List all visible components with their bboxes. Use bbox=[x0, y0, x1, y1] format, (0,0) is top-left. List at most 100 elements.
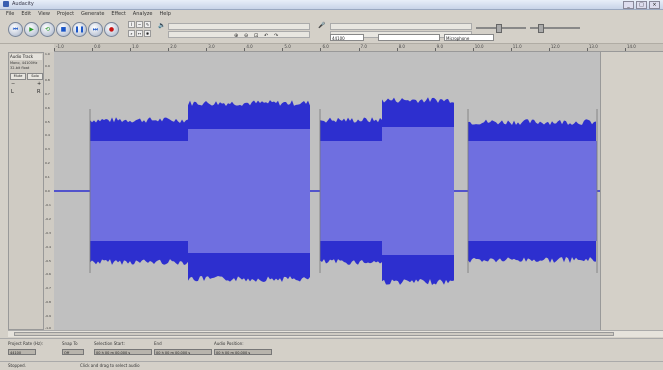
snap-to-select[interactable]: Off bbox=[62, 349, 84, 355]
loop-play-button[interactable]: ⟲ bbox=[40, 22, 55, 37]
ruler-tick-mark bbox=[206, 48, 208, 51]
ruler-tick-label: 9.0 bbox=[436, 44, 443, 49]
ruler-tick-mark bbox=[510, 48, 512, 51]
ruler-tick-label: -1.0 bbox=[56, 44, 64, 49]
scrollbar-thumb[interactable] bbox=[14, 332, 614, 336]
project-rate-label: Project Rate (Hz): bbox=[8, 341, 43, 346]
output-volume-slider[interactable] bbox=[476, 24, 526, 33]
ruler-tick-mark bbox=[586, 48, 588, 51]
menu-help[interactable]: Help bbox=[159, 11, 171, 17]
timeshift-tool-icon[interactable]: ↔ bbox=[136, 30, 143, 37]
pan-right-icon[interactable]: R bbox=[37, 89, 41, 95]
record-button[interactable]: ● bbox=[104, 22, 119, 37]
maximize-button[interactable]: □ bbox=[636, 1, 647, 9]
scale-tick-label: -0.7 bbox=[45, 286, 51, 291]
input-volume-slider[interactable] bbox=[530, 24, 580, 33]
menu-generate[interactable]: Generate bbox=[81, 11, 105, 17]
scale-tick-label: 0.8 bbox=[45, 77, 50, 82]
waveform-rms bbox=[320, 141, 382, 241]
menu-analyze[interactable]: Analyze bbox=[132, 11, 153, 17]
horizontal-scrollbar[interactable] bbox=[8, 330, 663, 337]
ruler-tick-mark bbox=[54, 48, 55, 51]
skip-end-button[interactable]: ⏭ bbox=[88, 22, 103, 37]
scale-tick-label: 0.1 bbox=[45, 175, 50, 180]
ruler-tick-label: 1.0 bbox=[132, 44, 139, 49]
waveform-svg bbox=[54, 97, 600, 285]
menu-file[interactable]: File bbox=[6, 11, 15, 17]
mute-button[interactable]: Mute bbox=[10, 73, 26, 80]
ruler-tick-mark bbox=[396, 48, 398, 51]
gain-plus-icon[interactable]: + bbox=[37, 81, 42, 87]
scale-tick-label: 0.0 bbox=[45, 189, 50, 193]
waveform-area[interactable] bbox=[54, 52, 600, 330]
redo-icon[interactable]: ↷ bbox=[274, 33, 279, 39]
skip-start-button[interactable]: ⏮ bbox=[8, 22, 23, 37]
ruler-tick-mark bbox=[472, 48, 474, 51]
ruler-tick-label: 6.0 bbox=[322, 44, 329, 49]
device-select[interactable] bbox=[378, 34, 440, 41]
gain-minus-icon[interactable]: − bbox=[11, 81, 16, 87]
scale-tick-label: 0.9 bbox=[45, 63, 50, 68]
ruler-tick-label: 11.0 bbox=[512, 44, 522, 49]
selection-tool-icon[interactable]: I bbox=[128, 21, 135, 28]
track-name[interactable]: Audio Track bbox=[10, 54, 42, 60]
audio-position-field[interactable]: 00 h 00 m 00.000 s bbox=[214, 349, 272, 355]
window-controls: _ □ × bbox=[623, 1, 660, 9]
fit-icon[interactable]: ⊡ bbox=[254, 33, 259, 39]
solo-button[interactable]: Solo bbox=[27, 73, 43, 80]
playback-meter[interactable] bbox=[168, 23, 310, 30]
ruler-tick-label: 4.0 bbox=[246, 44, 253, 49]
scale-tick-label: -0.1 bbox=[45, 202, 51, 207]
close-button[interactable]: × bbox=[649, 1, 660, 9]
input-source-select[interactable]: Microphone bbox=[444, 34, 494, 41]
scale-tick-label: 0.5 bbox=[45, 119, 50, 124]
draw-tool-icon[interactable]: ✎ bbox=[144, 21, 151, 28]
menu-bar: File Edit View Project Generate Effect A… bbox=[0, 10, 663, 18]
ruler-tick-label: 13.0 bbox=[588, 44, 598, 49]
app-icon bbox=[3, 1, 9, 7]
ruler-tick-label: 10.0 bbox=[474, 44, 484, 49]
status-bar: Stopped. Click and drag to select audio bbox=[0, 361, 663, 370]
zoom-tool-icon[interactable]: ⌕ bbox=[128, 30, 135, 37]
playback-meter-right[interactable] bbox=[168, 31, 310, 38]
scale-tick-label: -0.4 bbox=[45, 244, 51, 249]
ruler-tick-mark bbox=[548, 48, 550, 51]
minimize-button[interactable]: _ bbox=[623, 1, 634, 9]
track-bitdepth: 32-bit float bbox=[10, 66, 30, 70]
timeline-ruler[interactable]: -1.0 0.0 1.0 2.0 3.0 4.0 5.0 6.0 7.0 8.0 9.0 10.0 11… bbox=[54, 44, 663, 52]
ruler-tick-mark bbox=[282, 48, 284, 51]
scale-tick-label: -0.8 bbox=[45, 300, 51, 305]
track-control-panel[interactable]: Audio Track Mono, 44100Hz 32-bit float M… bbox=[8, 52, 44, 330]
selection-start-field[interactable]: 00 h 00 m 00.000 s bbox=[94, 349, 152, 355]
ruler-tick-mark bbox=[168, 48, 170, 51]
menu-edit[interactable]: Edit bbox=[21, 11, 32, 17]
ruler-tick-mark bbox=[244, 48, 246, 51]
tools-toolbar: I ~ ✎ ⌕ ↔ ✱ bbox=[128, 21, 152, 41]
scale-tick-label: 0.3 bbox=[45, 147, 50, 152]
undo-icon[interactable]: ↶ bbox=[264, 33, 269, 39]
record-meter[interactable] bbox=[330, 23, 472, 30]
ruler-tick-label: 14.0 bbox=[626, 44, 636, 49]
zoom-out-icon[interactable]: ⊖ bbox=[244, 33, 249, 39]
zoom-in-icon[interactable]: ⊕ bbox=[234, 33, 239, 39]
ruler-tick-mark bbox=[434, 48, 436, 51]
ruler-tick-label: 5.0 bbox=[284, 44, 291, 49]
stop-button[interactable]: ■ bbox=[56, 22, 71, 37]
selection-end-field[interactable]: 00 h 00 m 00.000 s bbox=[154, 349, 212, 355]
audio-position-label: Audio Position: bbox=[214, 341, 244, 346]
play-button[interactable]: ▶ bbox=[24, 22, 39, 37]
project-rate-field[interactable]: 44100 bbox=[8, 349, 36, 355]
title-bar: Audacity _ □ × bbox=[0, 0, 663, 10]
menu-project[interactable]: Project bbox=[56, 11, 75, 17]
menu-view[interactable]: View bbox=[38, 11, 50, 17]
pan-left-icon[interactable]: L bbox=[11, 89, 14, 95]
rate-select[interactable]: 44100 bbox=[330, 34, 364, 41]
selection-start-label: Selection Start: bbox=[94, 341, 125, 346]
scale-tick-label: -0.2 bbox=[45, 216, 51, 221]
multi-tool-icon[interactable]: ✱ bbox=[144, 30, 151, 37]
envelope-tool-icon[interactable]: ~ bbox=[136, 21, 143, 28]
menu-effect[interactable]: Effect bbox=[111, 11, 126, 17]
pause-button[interactable]: ❚❚ bbox=[72, 22, 87, 37]
scale-tick-label: 0.6 bbox=[45, 105, 50, 110]
